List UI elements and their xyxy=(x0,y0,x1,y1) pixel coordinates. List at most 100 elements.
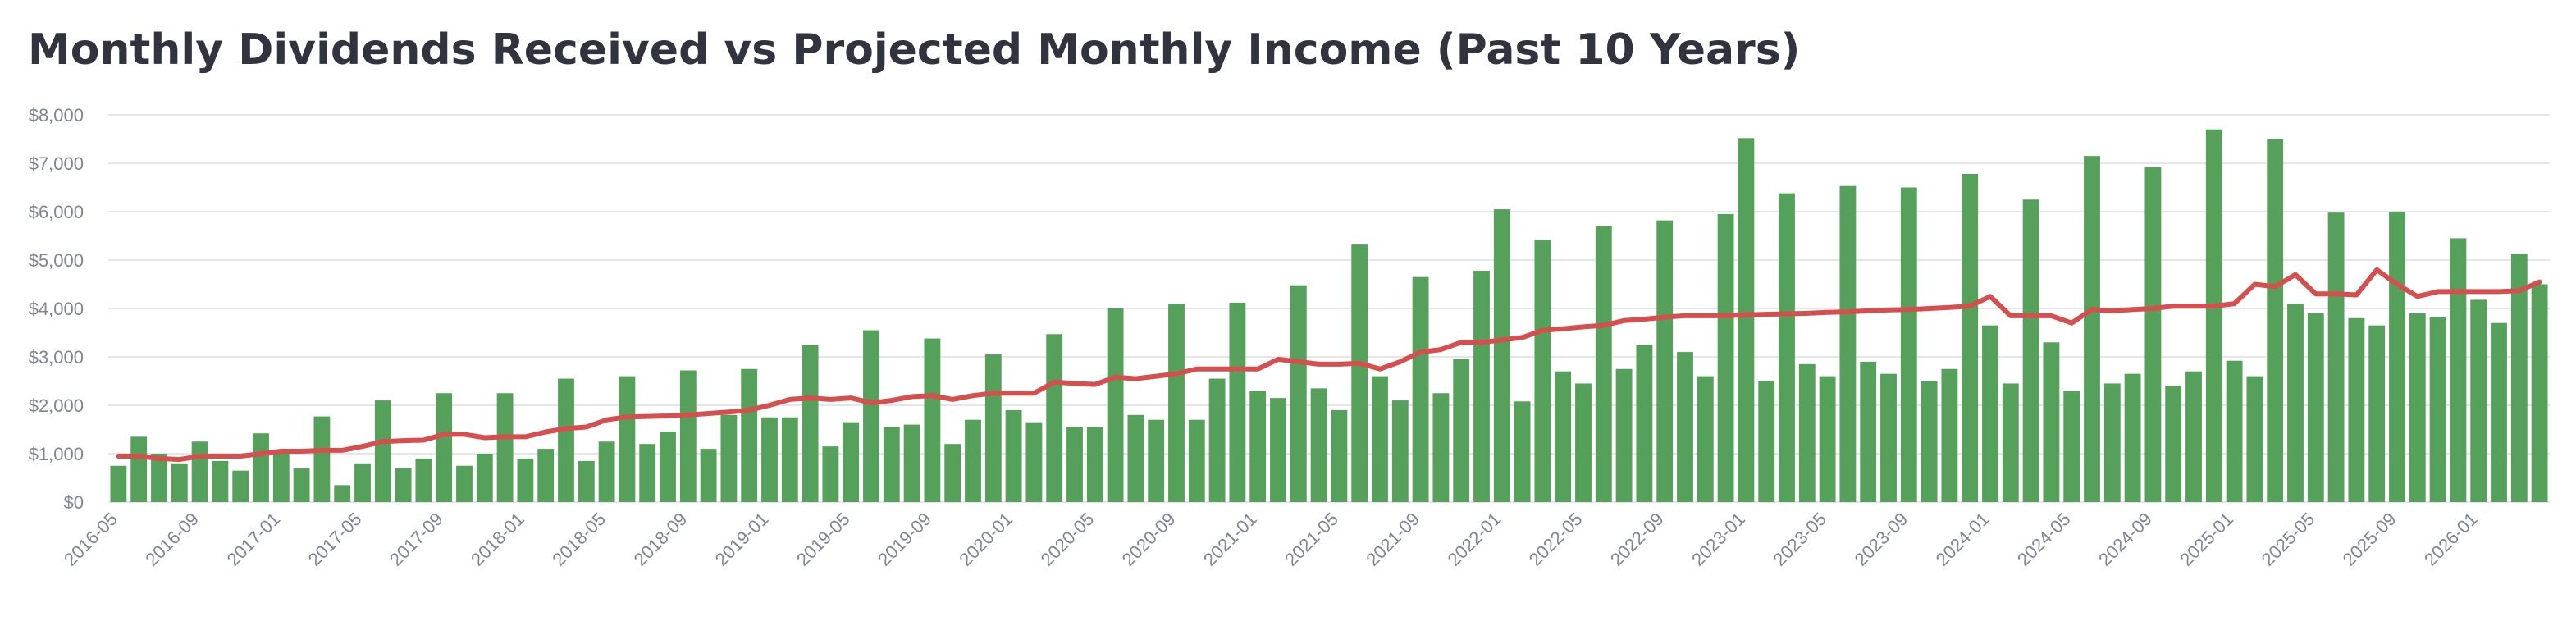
x-tick-label: 2025-09 xyxy=(2339,509,2400,570)
bar xyxy=(639,444,656,502)
bar xyxy=(679,370,697,502)
bar xyxy=(1473,270,1490,502)
bar xyxy=(517,458,534,502)
x-tick-label: 2017-01 xyxy=(223,509,285,570)
bar xyxy=(1432,393,1450,502)
bar xyxy=(354,463,371,502)
bar xyxy=(1270,398,1286,502)
y-tick-label: $6,000 xyxy=(29,202,84,222)
bar xyxy=(1860,361,1877,502)
bar xyxy=(2531,284,2548,502)
bar xyxy=(395,468,412,502)
y-tick-label: $7,000 xyxy=(29,153,84,174)
x-tick-label: 2020-09 xyxy=(1118,509,1180,570)
bar xyxy=(2368,325,2386,502)
bar xyxy=(2002,383,2019,502)
bar xyxy=(2267,139,2284,502)
bar xyxy=(2409,313,2426,502)
y-tick-label: $0 xyxy=(64,492,84,513)
bar xyxy=(1514,401,1531,502)
bar xyxy=(1839,185,1857,503)
bar xyxy=(883,427,900,502)
bar xyxy=(1046,334,1063,502)
bar xyxy=(1351,244,1368,502)
bar xyxy=(2063,391,2080,502)
x-tick-label: 2024-09 xyxy=(2094,509,2156,570)
y-tick-label: $2,000 xyxy=(29,395,84,416)
bar xyxy=(232,470,249,502)
bar xyxy=(1372,376,1388,502)
bar xyxy=(924,338,941,502)
bar xyxy=(151,454,167,502)
bar xyxy=(903,424,920,502)
bar xyxy=(1779,193,1795,502)
bar xyxy=(1066,427,1083,502)
bar xyxy=(1412,276,1429,502)
bar xyxy=(1005,409,1022,502)
bar xyxy=(2307,313,2324,502)
bar xyxy=(781,417,798,502)
bar xyxy=(1148,419,1165,502)
bar xyxy=(496,393,514,502)
bar xyxy=(2491,322,2507,502)
bar xyxy=(130,436,148,502)
y-tick-label: $1,000 xyxy=(29,444,84,464)
y-tick-label: $5,000 xyxy=(29,250,84,271)
bar xyxy=(1229,302,1246,502)
x-tick-label: 2023-05 xyxy=(1769,509,1830,570)
bar xyxy=(1208,378,1226,502)
x-tick-label: 2019-01 xyxy=(711,509,773,570)
bar xyxy=(1107,308,1124,502)
bar xyxy=(2144,167,2162,502)
bar xyxy=(1534,240,1551,502)
x-tick-label: 2023-01 xyxy=(1688,509,1749,570)
bar xyxy=(2389,212,2405,502)
bar xyxy=(2470,299,2487,502)
bar xyxy=(741,368,758,502)
bar xyxy=(272,454,290,502)
x-tick-label: 2017-09 xyxy=(386,509,447,570)
bar xyxy=(2124,373,2141,502)
bar xyxy=(171,463,188,502)
bar xyxy=(2327,212,2345,502)
x-tick-label: 2022-05 xyxy=(1525,509,1587,570)
bar xyxy=(1615,368,1633,502)
bar xyxy=(191,441,208,502)
bar xyxy=(2103,383,2121,502)
x-tick-label: 2019-05 xyxy=(792,509,854,570)
bar xyxy=(558,378,574,502)
chart-title: Monthly Dividends Received vs Projected … xyxy=(28,25,1800,75)
x-tick-label: 2021-05 xyxy=(1281,509,1342,570)
bar-layer xyxy=(110,129,2548,503)
bar xyxy=(1595,226,1612,502)
x-tick-label: 2024-05 xyxy=(2013,509,2075,570)
bar xyxy=(863,330,879,502)
bar xyxy=(1127,414,1144,502)
bar xyxy=(2348,318,2365,502)
bar xyxy=(1982,325,1998,502)
bar xyxy=(436,393,453,502)
bar xyxy=(2287,304,2304,502)
bar xyxy=(1290,285,1307,502)
bar xyxy=(944,444,961,502)
bar xyxy=(2205,129,2222,502)
bar xyxy=(1249,391,1267,502)
bar xyxy=(822,446,839,502)
bar xyxy=(965,419,981,502)
bar xyxy=(374,400,391,502)
x-tick-label: 2018-09 xyxy=(630,509,692,570)
bar xyxy=(2246,376,2263,502)
x-tick-label: 2020-05 xyxy=(1037,509,1098,570)
bar xyxy=(1798,363,1816,502)
bar xyxy=(1717,213,1734,502)
bar xyxy=(1310,388,1327,502)
bar xyxy=(1677,352,1693,502)
bar xyxy=(1453,359,1470,502)
bar xyxy=(2165,386,2182,502)
bar xyxy=(720,414,738,502)
x-tick-label: 2022-09 xyxy=(1606,509,1668,570)
x-tick-label: 2019-09 xyxy=(874,509,935,570)
bar xyxy=(1493,209,1510,503)
x-tick-label: 2025-01 xyxy=(2176,509,2237,570)
